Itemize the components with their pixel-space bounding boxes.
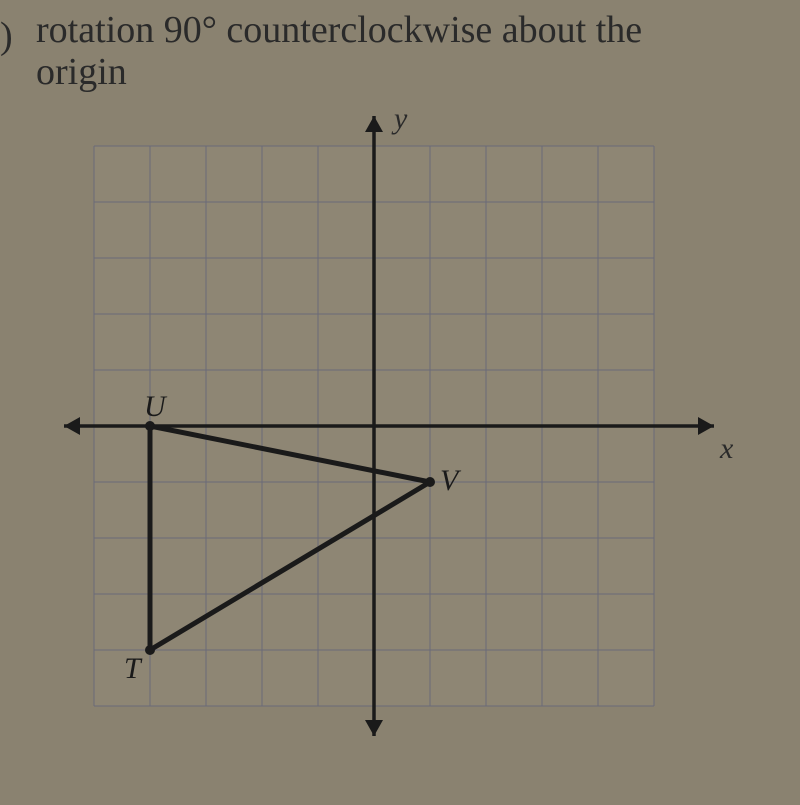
coordinate-plane: y x U V T [34, 110, 764, 800]
paren-mark: ) [0, 14, 13, 58]
grid-svg [34, 110, 764, 800]
point-label-V: V [440, 464, 458, 498]
prompt-line-2: origin [36, 51, 127, 93]
prompt-line-1: rotation 90° counterclockwise about the [36, 9, 642, 51]
x-axis-label: x [720, 432, 733, 466]
problem-prompt: rotation 90° counterclockwise about the … [36, 10, 796, 94]
point-label-T: T [124, 652, 141, 686]
y-axis-label: y [394, 102, 407, 136]
point-label-U: U [144, 390, 166, 424]
